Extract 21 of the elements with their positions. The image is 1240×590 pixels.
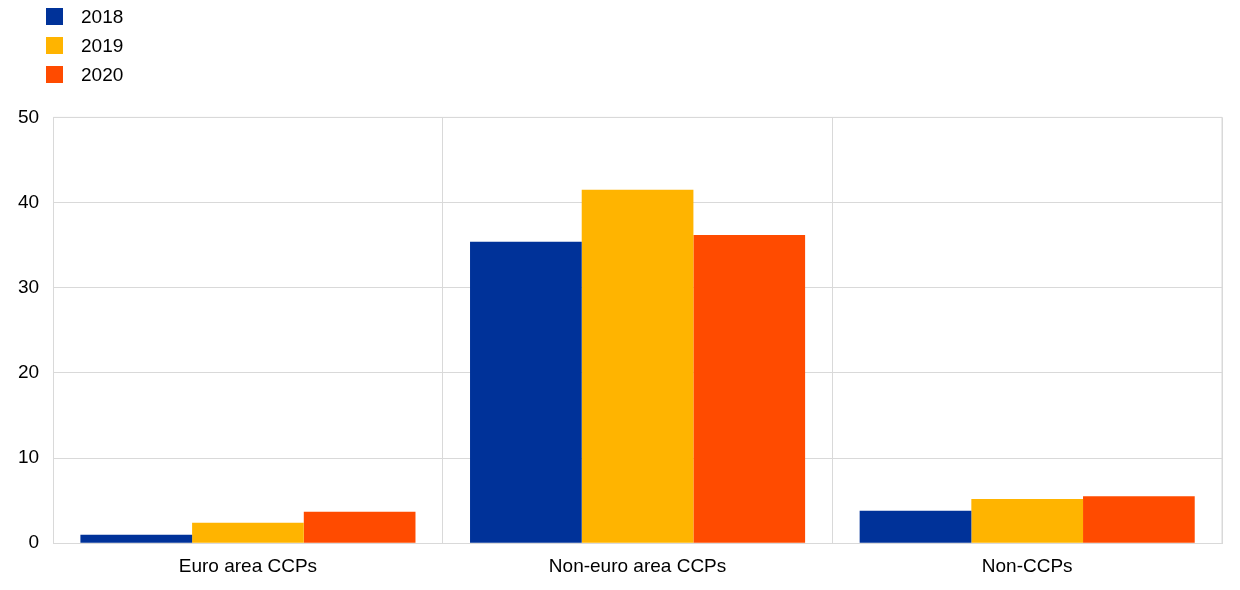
x-tick-label: Non-CCPs xyxy=(981,554,1073,576)
legend-label: 2018 xyxy=(81,5,124,29)
x-tick-label: Euro area CCPs xyxy=(178,554,318,576)
bar xyxy=(693,234,806,543)
bar xyxy=(470,241,582,543)
bar xyxy=(581,189,694,543)
bar xyxy=(859,510,972,543)
bar xyxy=(80,534,193,543)
y-tick-label: 50 xyxy=(17,105,40,127)
x-tick-label: Non-euro area CCPs xyxy=(548,554,727,576)
y-tick-label: 20 xyxy=(17,361,40,383)
y-tick-label: 0 xyxy=(28,531,40,553)
legend-label: 2020 xyxy=(81,63,124,87)
legend-label: 2019 xyxy=(81,34,124,58)
y-tick-label: 30 xyxy=(17,275,40,297)
y-tick-label: 40 xyxy=(17,190,40,212)
bar xyxy=(1083,496,1195,543)
bar xyxy=(192,522,304,543)
bar xyxy=(971,498,1084,543)
y-tick-label: 10 xyxy=(17,446,40,468)
bar xyxy=(303,511,416,543)
